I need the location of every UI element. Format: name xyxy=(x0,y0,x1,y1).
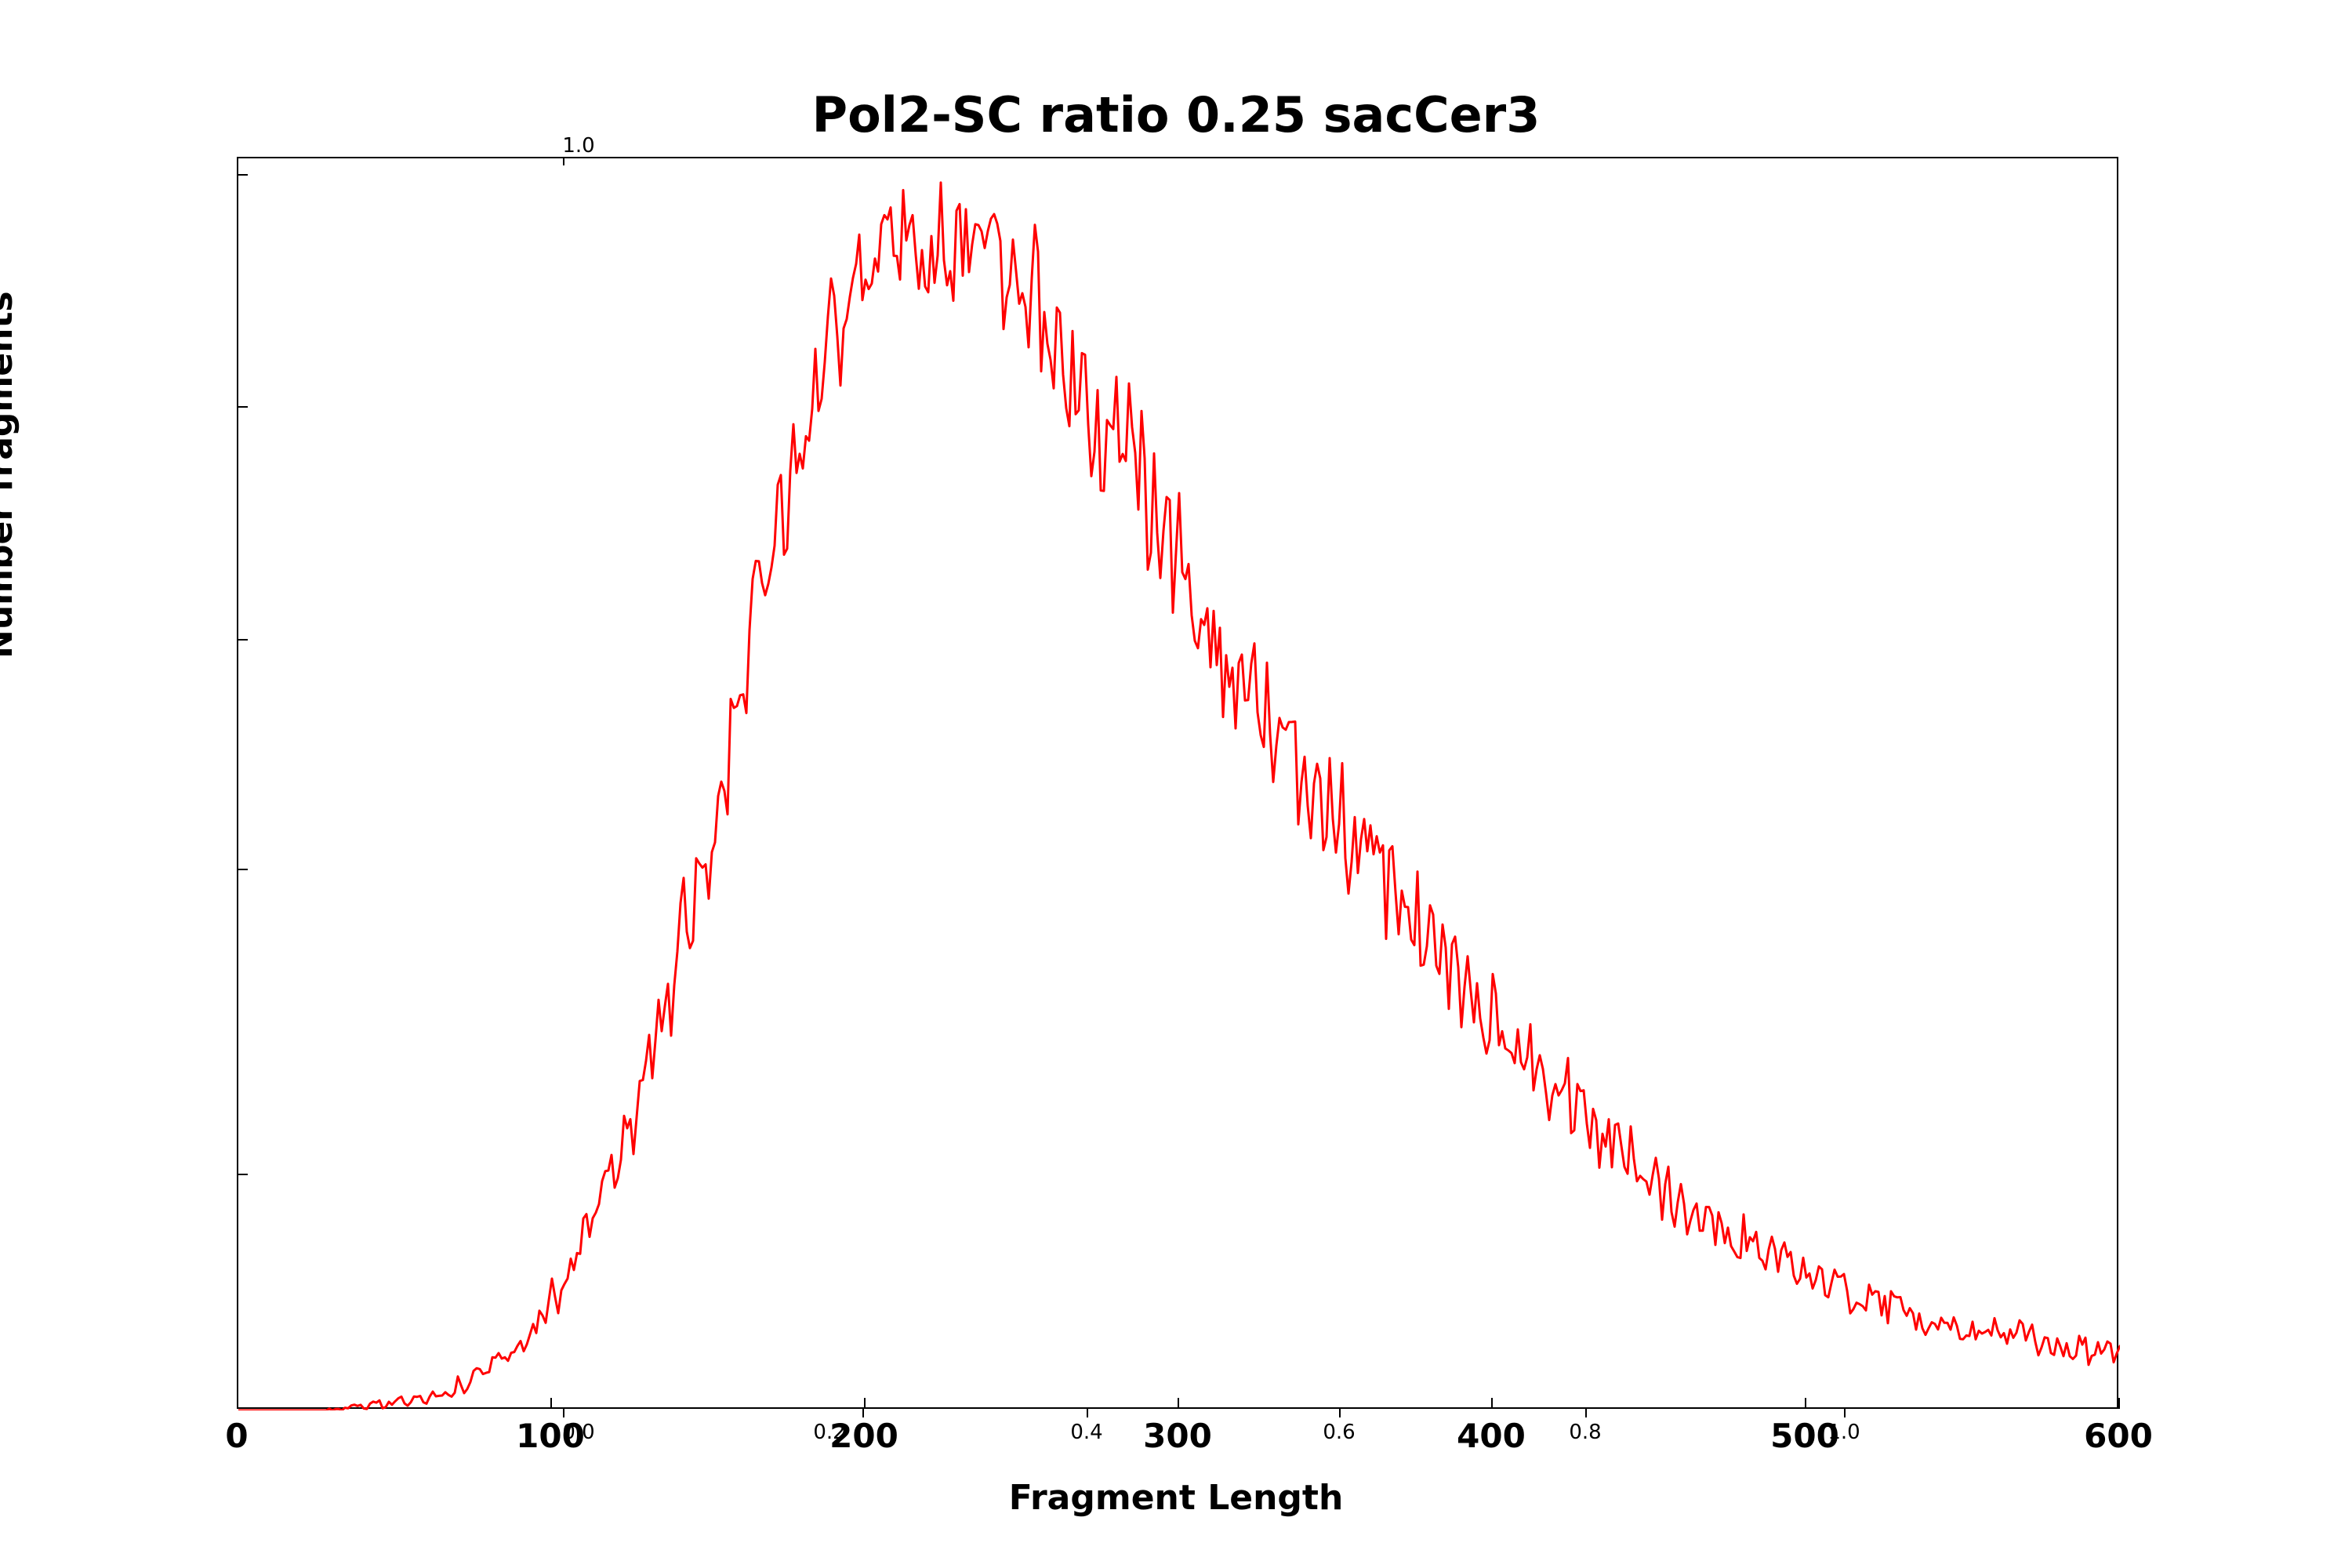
secondary-top-tick-mark xyxy=(563,157,564,165)
ytick-mark-200 xyxy=(237,1174,248,1175)
chart-title: Pol2-SC ratio 0.25 sacCer3 xyxy=(811,86,1541,143)
secondary-xtick-label-02: 0.2 xyxy=(813,1421,846,1444)
fragment-length-line-series xyxy=(238,181,2120,1410)
plot-area xyxy=(237,157,2120,1410)
ytick-mark-600 xyxy=(237,639,248,641)
xtick-mark-400 xyxy=(1491,1398,1493,1409)
xtick-label-400: 400 xyxy=(1457,1417,1526,1455)
secondary-xtick-mark-06 xyxy=(1339,1409,1341,1417)
secondary-xtick-mark-08 xyxy=(1585,1409,1587,1417)
secondary-xtick-label-08: 0.8 xyxy=(1569,1421,1602,1444)
secondary-xtick-label-06: 0.6 xyxy=(1323,1421,1356,1444)
xtick-label-0: 0 xyxy=(225,1417,249,1455)
secondary-xtick-mark-10 xyxy=(1844,1409,1846,1417)
x-axis-label: Fragment Length xyxy=(1008,1478,1344,1518)
xtick-label-500: 500 xyxy=(1770,1417,1839,1455)
xtick-mark-500 xyxy=(1805,1398,1806,1409)
secondary-xtick-label-0: 0.0 xyxy=(562,1421,595,1444)
xtick-label-100: 100 xyxy=(516,1417,585,1455)
secondary-xtick-label-10: 1.0 xyxy=(1828,1421,1860,1444)
secondary-xtick-mark-04 xyxy=(1087,1409,1088,1417)
secondary-xtick-label-04: 0.4 xyxy=(1070,1421,1103,1444)
secondary-xtick-mark-02 xyxy=(862,1409,864,1417)
xtick-mark-600 xyxy=(2118,1398,2120,1409)
xtick-label-600: 600 xyxy=(2084,1417,2153,1455)
secondary-xtick-mark-0 xyxy=(563,1409,564,1417)
secondary-top-tick-label: 1.0 xyxy=(562,134,595,158)
xtick-mark-100 xyxy=(550,1398,552,1409)
y-axis-label: Number fragments xyxy=(0,291,20,659)
xtick-mark-200 xyxy=(864,1398,866,1409)
ytick-mark-1000 xyxy=(237,174,248,176)
xtick-mark-300 xyxy=(1178,1398,1179,1409)
ytick-mark-400 xyxy=(237,869,248,870)
series-polyline xyxy=(238,181,2120,1410)
ytick-mark-800 xyxy=(237,406,248,408)
xtick-label-200: 200 xyxy=(829,1417,898,1455)
xtick-mark-0 xyxy=(237,1398,238,1409)
xtick-label-300: 300 xyxy=(1143,1417,1212,1455)
